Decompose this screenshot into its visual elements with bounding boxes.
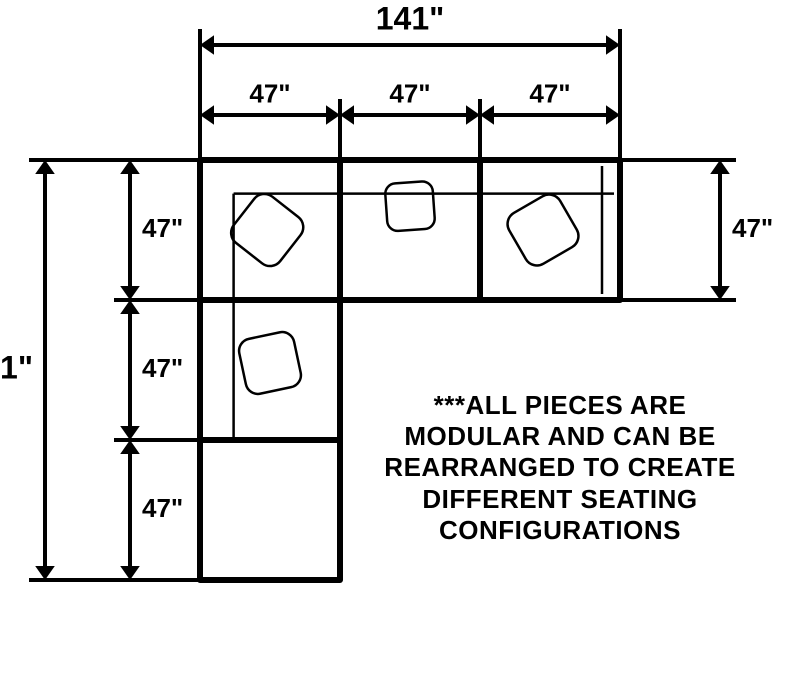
svg-text:47": 47": [732, 213, 773, 243]
svg-text:47": 47": [249, 78, 290, 108]
diagram-stage: 141" 47" 47" 47" 141" 47" 47" 47" 47" ***ALL PIE…: [0, 0, 802, 700]
svg-text:47": 47": [142, 353, 183, 383]
svg-text:141": 141": [0, 349, 33, 385]
svg-text:47": 47": [529, 78, 570, 108]
modular-note: ***ALL PIECES ARE MODULAR AND CAN BE REA…: [380, 390, 740, 546]
svg-text:47": 47": [389, 78, 430, 108]
svg-text:141": 141": [376, 0, 445, 36]
svg-text:47": 47": [142, 213, 183, 243]
svg-text:47": 47": [142, 493, 183, 523]
dimension-drawing: 141" 47" 47" 47" 141" 47" 47" 47" 47": [0, 0, 802, 700]
